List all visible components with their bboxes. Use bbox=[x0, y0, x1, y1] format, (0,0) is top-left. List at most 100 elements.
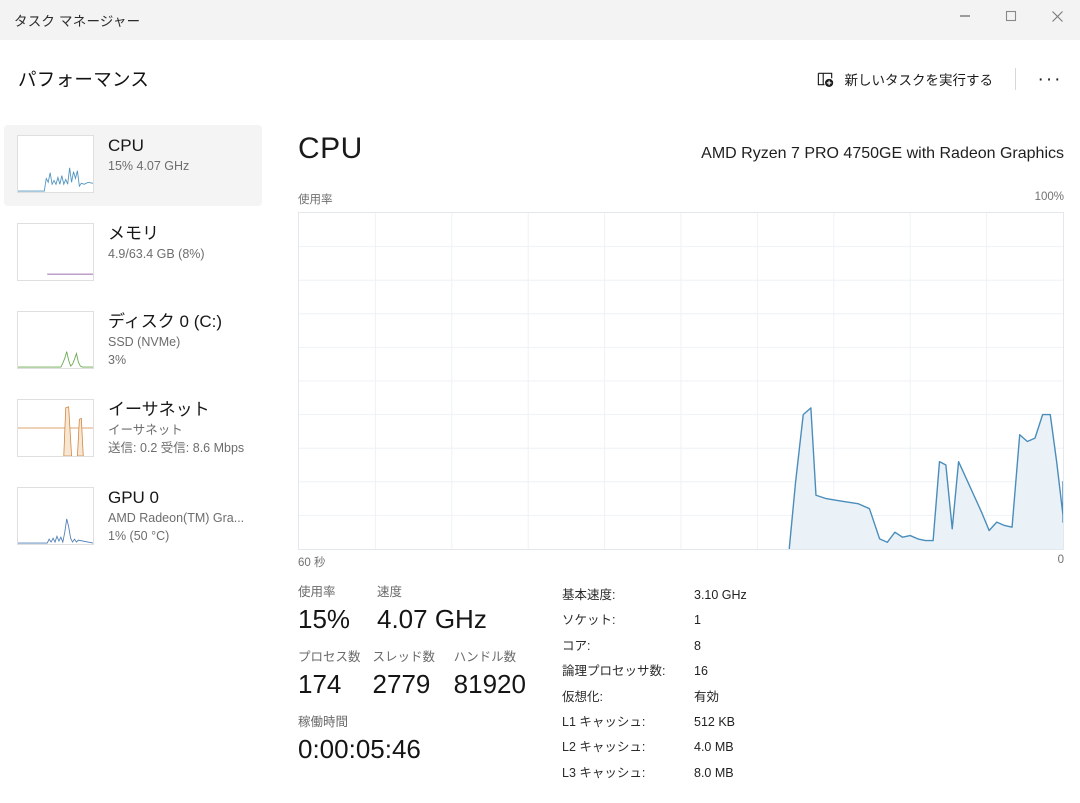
more-options-button[interactable]: ··· bbox=[1030, 62, 1070, 96]
disk-thumbnail-graph bbox=[17, 311, 94, 369]
detail-key: 論理プロセッサ数: bbox=[562, 664, 666, 679]
memory-thumbnail-graph bbox=[17, 223, 94, 281]
minimize-icon bbox=[960, 15, 970, 17]
cpu-utilization-graph bbox=[298, 212, 1064, 550]
ethernet-sparkline-icon bbox=[18, 406, 93, 456]
close-icon bbox=[1051, 10, 1063, 22]
detail-key: L2 キャッシュ: bbox=[562, 740, 646, 755]
disk-sparkline-icon bbox=[18, 351, 93, 368]
command-bar-actions: 新しいタスクを実行する ··· bbox=[806, 59, 1080, 99]
run-new-task-button[interactable]: 新しいタスクを実行する bbox=[806, 62, 1006, 96]
sidebar-item-gpu0-title: GPU 0 bbox=[108, 488, 160, 507]
detail-key: 仮想化: bbox=[562, 689, 603, 704]
cpu-heading-row: CPU AMD Ryzen 7 PRO 4750GE with Radeon G… bbox=[298, 132, 1064, 166]
command-bar-divider bbox=[1015, 68, 1016, 90]
usage-speed-labels: 使用率 速度 bbox=[298, 583, 548, 602]
close-button[interactable] bbox=[1034, 0, 1080, 32]
cpu-model-name: AMD Ryzen 7 PRO 4750GE with Radeon Graph… bbox=[701, 145, 1064, 162]
graph-top-labels: 使用率 100% bbox=[298, 191, 1064, 207]
sidebar-disk-text: ディスク 0 (C:) SSD (NVMe) 3% bbox=[108, 310, 222, 369]
uptime-label: 稼働時間 bbox=[298, 715, 349, 729]
processes-label: プロセス数 bbox=[298, 650, 361, 664]
uptime-value: 0:00:05:46 bbox=[298, 734, 421, 764]
sidebar-item-memory-sub1: 4.9/63.4 GB (8%) bbox=[108, 247, 205, 261]
processes-value: 174 bbox=[298, 669, 342, 699]
detail-key: コア: bbox=[562, 638, 591, 653]
ethernet-thumbnail-graph bbox=[17, 399, 94, 457]
detail-value: 16 bbox=[694, 664, 708, 679]
sidebar-gpu-text: GPU 0 AMD Radeon(TM) Gra... 1% (50 °C) bbox=[108, 486, 244, 545]
command-bar: パフォーマンス 新しいタスクを実行する ··· bbox=[0, 40, 1080, 118]
cpu-details-list: 基本速度: 3.10 GHz ソケット: 1 コア: 8 論理プロセッサ数: 1… bbox=[562, 583, 892, 786]
memory-sparkline-icon bbox=[47, 273, 93, 275]
sidebar-item-disk0-title: ディスク 0 (C:) bbox=[108, 312, 223, 331]
sidebar-item-cpu[interactable]: CPU 15% 4.07 GHz bbox=[4, 125, 262, 206]
chart-line bbox=[788, 407, 1063, 549]
cpu-sparkline-icon bbox=[18, 167, 93, 192]
sidebar-item-ethernet-sub2: 送信: 0.2 受信: 8.6 Mbps bbox=[108, 441, 245, 455]
detail-value: 有効 bbox=[694, 689, 720, 704]
threads-value: 2779 bbox=[372, 669, 431, 699]
sidebar: CPU 15% 4.07 GHz メモリ 4.9/63.4 GB (8%) ディ… bbox=[0, 118, 266, 803]
app-title: タスク マネージャー bbox=[14, 14, 141, 29]
sidebar-item-disk0-sub1: SSD (NVMe) bbox=[108, 335, 181, 349]
sidebar-item-cpu-title: CPU bbox=[108, 136, 144, 155]
sidebar-ethernet-text: イーサネット イーサネット 送信: 0.2 受信: 8.6 Mbps bbox=[108, 398, 244, 457]
detail-row-l2-cache: L2 キャッシュ: 4.0 MB bbox=[562, 735, 892, 760]
cpu-utilization-chart bbox=[299, 213, 1063, 549]
stats-gap-1 bbox=[298, 636, 548, 648]
detail-value: 3.10 GHz bbox=[694, 588, 747, 602]
window-controls bbox=[942, 0, 1080, 40]
graph-x-end-label: 0 bbox=[1057, 554, 1064, 566]
chart-grid bbox=[299, 213, 1063, 549]
sidebar-item-memory[interactable]: メモリ 4.9/63.4 GB (8%) bbox=[4, 213, 262, 294]
gpu-thumbnail-graph bbox=[17, 487, 94, 545]
maximize-button[interactable] bbox=[988, 0, 1034, 32]
sidebar-item-ethernet[interactable]: イーサネット イーサネット 送信: 0.2 受信: 8.6 Mbps bbox=[4, 389, 262, 470]
speed-label: 速度 bbox=[377, 585, 403, 599]
detail-row-l1-cache: L1 キャッシュ: 512 KB bbox=[562, 710, 892, 735]
sidebar-item-ethernet-sub1: イーサネット bbox=[108, 423, 183, 437]
handles-value: 81920 bbox=[453, 669, 526, 699]
gpu-sparkline-icon bbox=[18, 518, 93, 544]
usage-label: 使用率 bbox=[298, 585, 336, 599]
detail-value: 512 KB bbox=[694, 715, 736, 730]
detail-row-virtualization: 仮想化: 有効 bbox=[562, 685, 892, 710]
detail-key: L3 キャッシュ: bbox=[562, 765, 646, 780]
detail-row-sockets: ソケット: 1 bbox=[562, 608, 892, 633]
title-bar: タスク マネージャー bbox=[0, 0, 1080, 40]
cpu-heading: CPU bbox=[298, 132, 363, 165]
detail-row-cores: コア: 8 bbox=[562, 634, 892, 659]
cpu-thumbnail-graph bbox=[17, 135, 94, 193]
chart-area-fill bbox=[789, 407, 1063, 549]
graph-y-axis-label: 使用率 bbox=[298, 194, 333, 206]
sidebar-item-gpu0-sub2: 1% (50 °C) bbox=[108, 529, 170, 543]
graph-bottom-labels: 60 秒 0 bbox=[298, 554, 1064, 570]
detail-value: 1 bbox=[694, 613, 701, 628]
sidebar-item-ethernet-title: イーサネット bbox=[108, 400, 210, 419]
detail-key: 基本速度: bbox=[562, 588, 616, 602]
main-content: CPU AMD Ryzen 7 PRO 4750GE with Radeon G… bbox=[266, 118, 1080, 803]
stats-gap-2 bbox=[298, 701, 548, 713]
minimize-button[interactable] bbox=[942, 0, 988, 32]
sidebar-item-disk0[interactable]: ディスク 0 (C:) SSD (NVMe) 3% bbox=[4, 301, 262, 382]
detail-value: 4.0 MB bbox=[694, 740, 734, 755]
process-thread-handle-labels: プロセス数 スレッド数 ハンドル数 bbox=[298, 648, 548, 667]
sidebar-memory-text: メモリ 4.9/63.4 GB (8%) bbox=[108, 222, 205, 263]
cpu-stats-left: 使用率 速度 15% 4.07 GHz プロセス数 スレッド数 ハンドル数 17… bbox=[298, 583, 548, 766]
detail-value: 8.0 MB bbox=[694, 765, 734, 780]
sidebar-item-gpu0-sub1: AMD Radeon(TM) Gra... bbox=[108, 511, 245, 525]
new-task-icon bbox=[817, 72, 833, 87]
detail-row-l3-cache: L3 キャッシュ: 8.0 MB bbox=[562, 761, 892, 786]
uptime-value-row: 0:00:05:46 bbox=[298, 732, 548, 766]
threads-label: スレッド数 bbox=[372, 650, 436, 664]
uptime-label-row: 稼働時間 bbox=[298, 713, 548, 732]
detail-row-logical-processors: 論理プロセッサ数: 16 bbox=[562, 659, 892, 684]
handles-label: ハンドル数 bbox=[453, 650, 517, 664]
detail-value: 8 bbox=[694, 638, 701, 653]
graph-x-axis-label: 60 秒 bbox=[298, 557, 326, 569]
ellipsis-icon: ··· bbox=[1037, 68, 1063, 90]
sidebar-item-gpu0[interactable]: GPU 0 AMD Radeon(TM) Gra... 1% (50 °C) bbox=[4, 477, 262, 558]
process-thread-handle-values: 174 2779 81920 bbox=[298, 667, 548, 701]
maximize-icon bbox=[1005, 10, 1017, 22]
